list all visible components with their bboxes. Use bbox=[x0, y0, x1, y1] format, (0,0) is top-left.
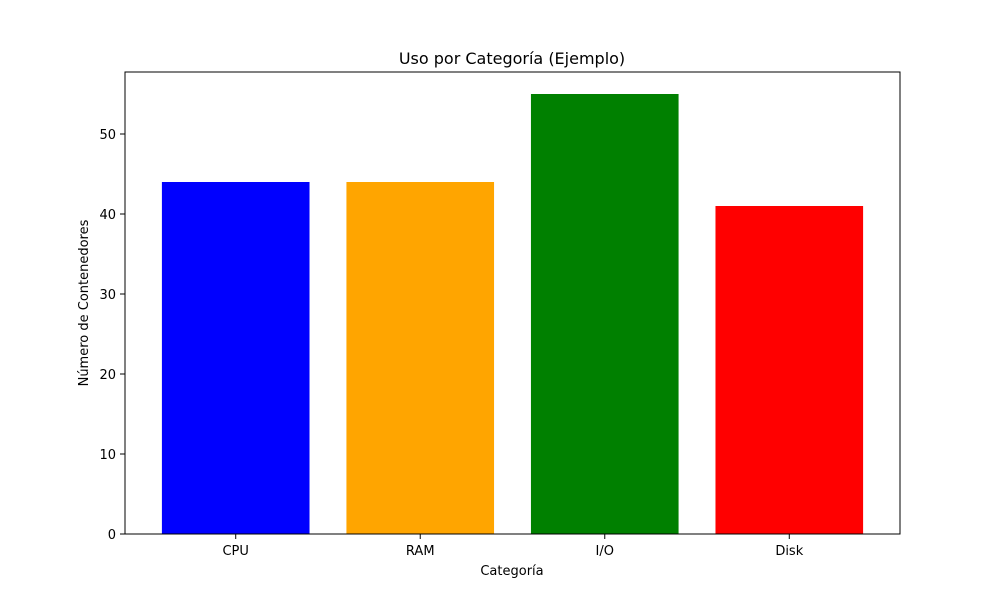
bars-layer bbox=[161, 94, 864, 534]
y-tick-label: 10 bbox=[99, 448, 116, 463]
x-tick-label: CPU bbox=[222, 544, 248, 559]
y-tick-label: 30 bbox=[99, 288, 116, 303]
y-tick-label: 0 bbox=[108, 528, 116, 543]
x-axis-label: Categoría bbox=[480, 564, 543, 579]
bar-cpu bbox=[161, 182, 310, 534]
bar-i-o bbox=[530, 94, 679, 534]
y-tick-label: 50 bbox=[99, 128, 116, 143]
bar-disk bbox=[715, 206, 864, 534]
axes-layer: CPU RAM I/O Disk 0 10 20 30 40 50 bbox=[99, 128, 803, 559]
chart-title: Uso por Categoría (Ejemplo) bbox=[399, 49, 625, 68]
y-axis-label: Número de Contenedores bbox=[77, 219, 92, 386]
x-tick-label: I/O bbox=[596, 544, 614, 559]
plot-frame bbox=[124, 71, 901, 535]
x-tick-label: Disk bbox=[775, 544, 803, 559]
bar-ram bbox=[346, 182, 495, 534]
y-tick-label: 40 bbox=[99, 208, 116, 223]
y-tick-label: 20 bbox=[99, 368, 116, 383]
x-tick-label: RAM bbox=[406, 544, 435, 559]
